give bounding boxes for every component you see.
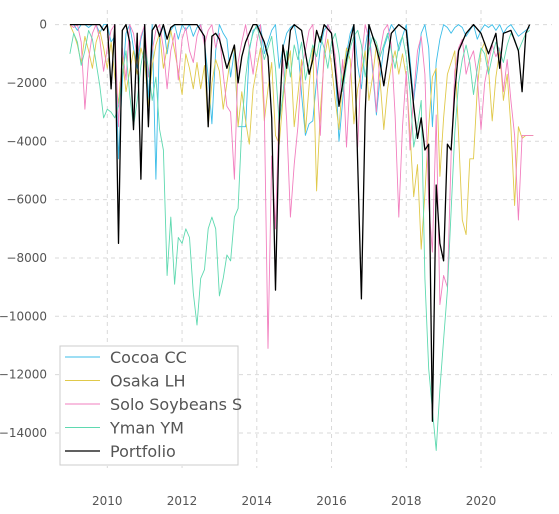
- y-tick-label: −2000: [6, 76, 47, 90]
- series-line-yman-ym: [69, 24, 530, 451]
- y-tick-label: −12000: [0, 368, 47, 382]
- x-tick-label: 2020: [466, 494, 497, 508]
- series-lines: [69, 23, 534, 451]
- legend-label-yman-ym: Yman YM: [109, 419, 184, 438]
- y-tick-label: 0: [39, 18, 47, 32]
- x-tick-label: 2012: [167, 494, 198, 508]
- y-tick-label: −10000: [0, 309, 47, 323]
- x-tick-label: 2014: [242, 494, 273, 508]
- y-tick-label: −6000: [6, 193, 47, 207]
- x-tick-label: 2018: [391, 494, 422, 508]
- y-tick-label: −14000: [0, 426, 47, 440]
- legend-label-portfolio: Portfolio: [110, 442, 176, 461]
- x-tick-label: 2016: [316, 494, 347, 508]
- legend-label-cocoa-cc: Cocoa CC: [110, 348, 187, 367]
- y-tick-label: −8000: [6, 251, 47, 265]
- series-line-solo-soybeans-s: [69, 24, 534, 349]
- y-tick-label: −4000: [6, 134, 47, 148]
- legend-label-osaka-lh: Osaka LH: [110, 372, 186, 391]
- legend: Cocoa CC Osaka LH Solo Soybeans S Yman YM Po…: [59, 345, 242, 466]
- legend-label-solo-soybeans-s: Solo Soybeans S: [110, 395, 242, 414]
- axis-tick-labels: 0 −2000 −4000 −6000 −8000 −10000 −12000 −14000 2…: [0, 18, 496, 508]
- x-tick-label: 2010: [92, 494, 123, 508]
- series-line-portfolio: [69, 23, 531, 422]
- legend-box: [59, 345, 239, 466]
